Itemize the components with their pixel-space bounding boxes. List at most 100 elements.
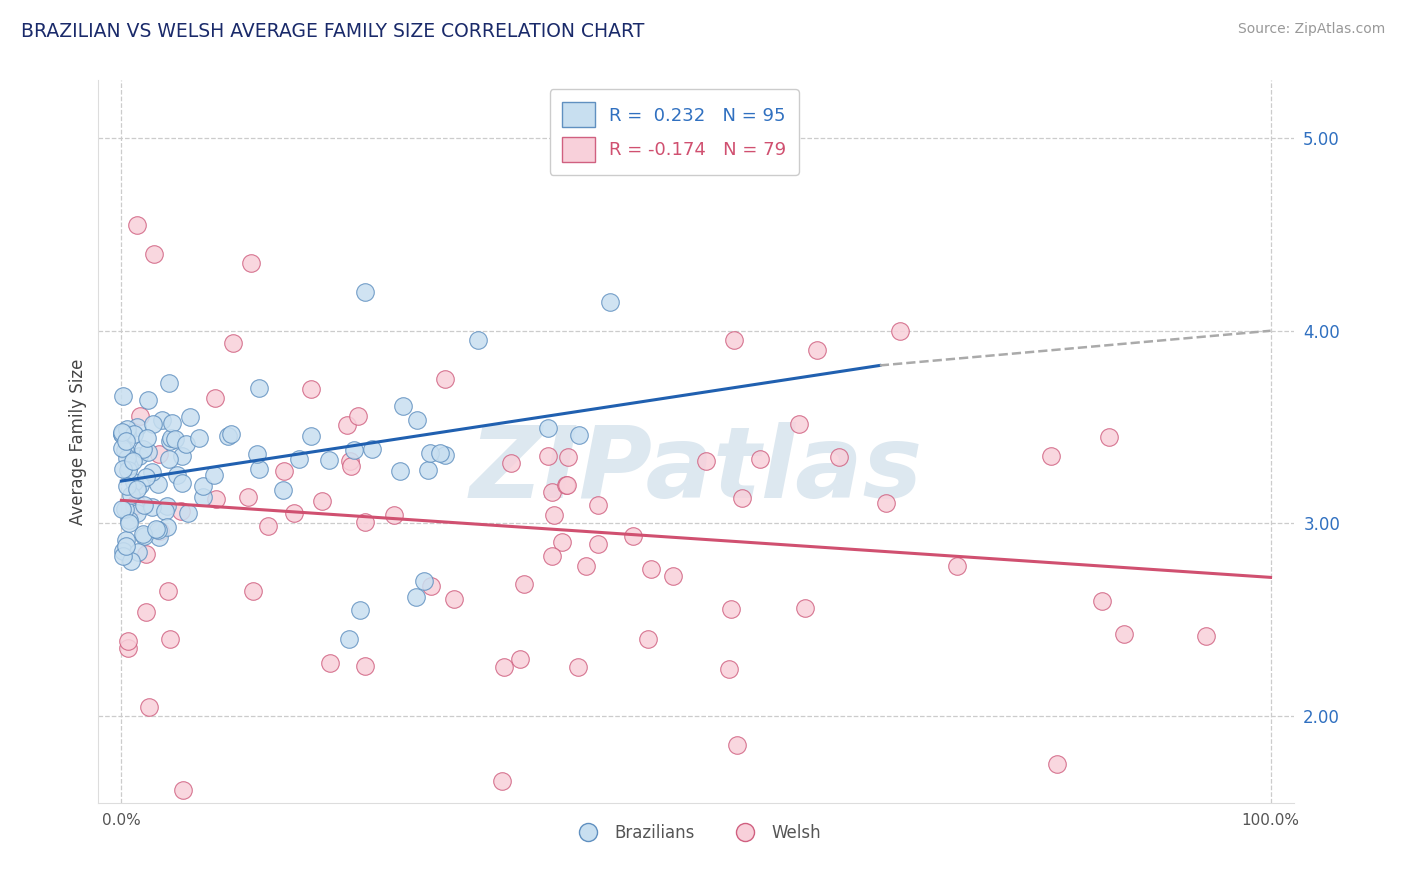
Point [222, 336, 245, 351]
Point [568, 427, 591, 442]
Point [419, 445, 441, 459]
Point [141, 465, 163, 479]
Point [299, 429, 322, 443]
Point [621, 529, 644, 543]
Point [247, 381, 270, 395]
Point [170, 475, 193, 490]
Point [118, 459, 141, 474]
Point [159, 632, 181, 646]
Point [787, 417, 810, 432]
Point [115, 539, 138, 553]
Point [111, 549, 134, 563]
Point [1046, 757, 1069, 772]
Point [114, 502, 136, 516]
Point [172, 782, 194, 797]
Point [118, 516, 141, 530]
Point [132, 442, 155, 457]
Point [349, 603, 371, 617]
Point [142, 417, 165, 431]
Point [389, 465, 412, 479]
Point [122, 454, 145, 468]
Point [723, 334, 745, 348]
Point [828, 450, 851, 464]
Point [148, 447, 170, 461]
Point [127, 545, 149, 559]
Point [718, 662, 741, 676]
Point [405, 590, 427, 604]
Point [117, 641, 139, 656]
Point [112, 462, 135, 476]
Point [122, 475, 145, 490]
Point [501, 456, 523, 470]
Point [148, 531, 170, 545]
Point [889, 324, 911, 338]
Point [347, 409, 370, 424]
Point [540, 484, 562, 499]
Point [127, 420, 149, 434]
Point [129, 409, 152, 423]
Point [339, 454, 361, 468]
Point [188, 432, 211, 446]
Point [132, 529, 155, 543]
Point [541, 549, 564, 563]
Point [543, 508, 565, 522]
Point [239, 256, 262, 270]
Point [1091, 594, 1114, 608]
Point [136, 445, 159, 459]
Point [537, 449, 560, 463]
Point [135, 605, 157, 619]
Point [337, 632, 360, 646]
Point [114, 443, 136, 458]
Point [127, 482, 149, 496]
Point [554, 477, 576, 491]
Point [166, 468, 188, 483]
Point [509, 652, 531, 666]
Text: Source: ZipAtlas.com: Source: ZipAtlas.com [1237, 22, 1385, 37]
Point [299, 382, 322, 396]
Point [588, 537, 610, 551]
Point [806, 343, 828, 357]
Point [219, 426, 242, 441]
Point [120, 487, 142, 501]
Point [117, 463, 139, 477]
Point [1194, 629, 1216, 643]
Point [135, 547, 157, 561]
Point [434, 449, 457, 463]
Text: ZIPatlas: ZIPatlas [470, 422, 922, 519]
Point [555, 478, 578, 492]
Point [1039, 449, 1062, 463]
Point [336, 418, 359, 433]
Point [491, 774, 513, 789]
Point [318, 452, 340, 467]
Point [945, 559, 967, 574]
Point [354, 515, 377, 529]
Point [159, 434, 181, 448]
Point [537, 421, 560, 435]
Point [1098, 430, 1121, 444]
Point [112, 389, 135, 403]
Point [384, 508, 406, 522]
Point [134, 498, 156, 512]
Point [204, 392, 226, 406]
Point [340, 458, 363, 473]
Y-axis label: Average Family Size: Average Family Size [69, 359, 87, 524]
Point [125, 506, 148, 520]
Point [153, 504, 176, 518]
Point [557, 450, 579, 465]
Point [170, 504, 193, 518]
Point [406, 413, 429, 427]
Point [467, 334, 489, 348]
Point [146, 523, 169, 537]
Point [353, 659, 375, 673]
Point [392, 399, 415, 413]
Point [114, 434, 136, 449]
Point [725, 738, 748, 752]
Point [749, 451, 772, 466]
Point [242, 584, 264, 599]
Point [416, 462, 439, 476]
Point [170, 450, 193, 464]
Point [141, 500, 163, 514]
Point [112, 544, 135, 558]
Point [149, 524, 172, 539]
Point [117, 634, 139, 648]
